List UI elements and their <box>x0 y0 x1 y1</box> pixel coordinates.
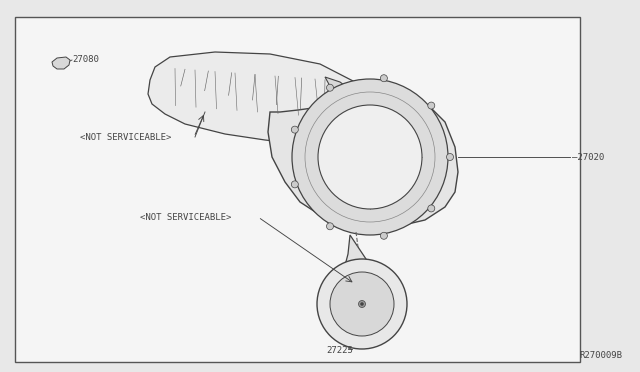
Text: <NOT SERVICEABLE>: <NOT SERVICEABLE> <box>80 132 172 141</box>
Circle shape <box>292 79 448 235</box>
Circle shape <box>291 126 298 133</box>
Circle shape <box>380 75 387 82</box>
Polygon shape <box>338 235 378 324</box>
Text: <NOT SERVICEABLE>: <NOT SERVICEABLE> <box>140 212 232 221</box>
Circle shape <box>447 154 454 160</box>
Text: —27020: —27020 <box>572 153 604 161</box>
Circle shape <box>318 105 422 209</box>
Polygon shape <box>325 77 375 132</box>
Text: 27225: 27225 <box>326 346 353 355</box>
Circle shape <box>428 102 435 109</box>
Circle shape <box>380 232 387 239</box>
Circle shape <box>330 272 394 336</box>
Circle shape <box>326 223 333 230</box>
Polygon shape <box>52 57 70 69</box>
Circle shape <box>428 205 435 212</box>
Polygon shape <box>148 52 360 144</box>
Circle shape <box>326 84 333 91</box>
Circle shape <box>358 301 365 308</box>
Polygon shape <box>268 97 458 229</box>
Circle shape <box>360 302 364 305</box>
Text: 27080: 27080 <box>72 55 99 64</box>
FancyBboxPatch shape <box>15 17 580 362</box>
Text: R270009B: R270009B <box>579 351 622 360</box>
Circle shape <box>291 181 298 188</box>
Circle shape <box>317 259 407 349</box>
